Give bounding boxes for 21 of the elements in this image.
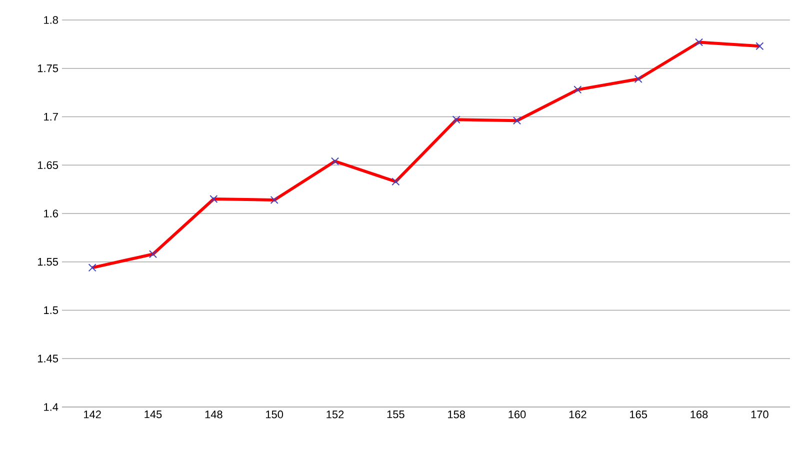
y-tick-label: 1.55: [38, 258, 58, 266]
x-tick-label: 155: [387, 410, 404, 418]
x-tick-label: 145: [144, 410, 162, 418]
x-tick-label: 148: [205, 410, 222, 418]
y-tick-label: 1.8: [44, 16, 58, 24]
y-tick-label: 1.45: [38, 354, 58, 362]
x-tick-label: 168: [690, 410, 708, 418]
x-tick-label: 170: [751, 410, 768, 418]
y-tick-label: 1.5: [44, 306, 58, 314]
y-tick-label: 1.65: [38, 161, 58, 170]
x-tick-label: 142: [84, 410, 101, 418]
x-tick-label: 165: [630, 410, 648, 418]
x-tick-label: 162: [569, 410, 586, 418]
x-tick-label: 158: [448, 410, 465, 418]
y-tick-label: 1.7: [44, 112, 58, 121]
y-tick-label: 1.6: [44, 210, 58, 218]
x-tick-label: 150: [266, 410, 284, 418]
y-tick-label: 1.75: [38, 64, 58, 72]
y-tick-label: 1.4: [44, 403, 58, 411]
x-tick-label: 152: [326, 410, 344, 418]
x-tick-label: 160: [508, 410, 526, 418]
